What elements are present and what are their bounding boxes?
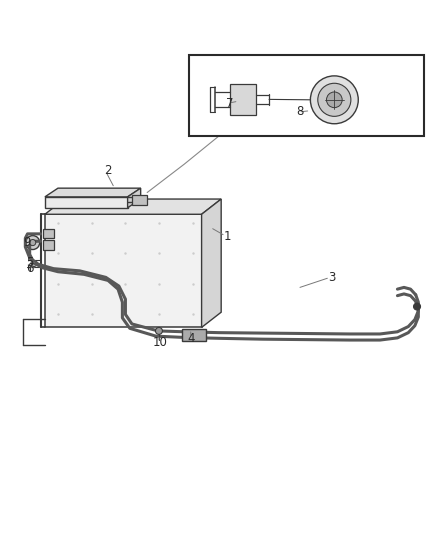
Bar [43, 229, 53, 238]
Circle shape [311, 76, 358, 124]
Text: 9: 9 [23, 236, 30, 249]
Bar [182, 329, 206, 341]
Bar [43, 240, 53, 250]
Circle shape [326, 92, 342, 108]
Polygon shape [45, 188, 141, 197]
Text: 5: 5 [26, 256, 33, 269]
Bar [188, 55, 424, 136]
Text: 3: 3 [328, 271, 336, 284]
Text: 7: 7 [226, 97, 233, 110]
Text: 4: 4 [187, 332, 194, 345]
Circle shape [31, 261, 37, 266]
Text: 10: 10 [153, 336, 168, 349]
Text: 6: 6 [26, 262, 33, 275]
Circle shape [155, 327, 162, 334]
Polygon shape [230, 84, 256, 115]
Text: 1: 1 [224, 230, 231, 243]
Polygon shape [45, 199, 221, 214]
Polygon shape [201, 199, 221, 327]
Polygon shape [127, 188, 141, 208]
Text: 2: 2 [104, 164, 112, 177]
Circle shape [26, 236, 40, 249]
Text: 8: 8 [296, 106, 303, 118]
Circle shape [318, 83, 351, 116]
Bar [132, 195, 147, 205]
Polygon shape [45, 214, 201, 327]
Polygon shape [45, 197, 127, 208]
Circle shape [30, 239, 36, 246]
Circle shape [413, 303, 420, 310]
